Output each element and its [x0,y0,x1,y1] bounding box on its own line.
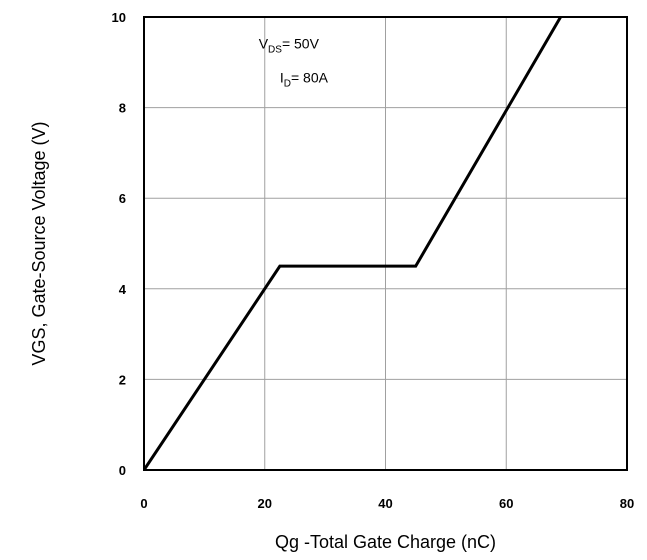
plot-frame [143,16,628,471]
tick-labels: 0 20 40 60 80 0 2 4 6 8 10 [112,10,635,511]
annotation-vds-main: V [259,36,269,52]
x-tick-label: 60 [499,496,513,511]
annotation-id: ID= 80A [280,70,329,90]
x-tick-label: 40 [378,496,392,511]
grid [144,17,627,470]
x-axis-title: Qg -Total Gate Charge (nC) [275,532,496,552]
annotation-id-sub: D [284,79,291,90]
y-tick-label: 0 [119,463,126,478]
y-tick-label: 8 [119,101,126,116]
annotation-vds-sub: DS [268,45,282,56]
y-tick-label: 4 [119,282,127,297]
x-tick-label: 0 [140,496,147,511]
y-axis-title: VGS, Gate-Source Voltage (V) [29,121,49,365]
annotation-vds-rest: = 50V [282,36,320,52]
x-tick-label: 80 [620,496,634,511]
y-tick-label: 10 [112,10,126,25]
annotation-id-rest: = 80A [291,70,329,86]
x-tick-label: 20 [258,496,272,511]
annotation-vds: VDS= 50V [259,36,320,56]
series-line [144,17,562,470]
y-tick-label: 6 [119,191,126,206]
y-tick-label: 2 [119,372,126,387]
annotation-id-main: I [280,70,284,86]
series-layer [144,17,562,470]
